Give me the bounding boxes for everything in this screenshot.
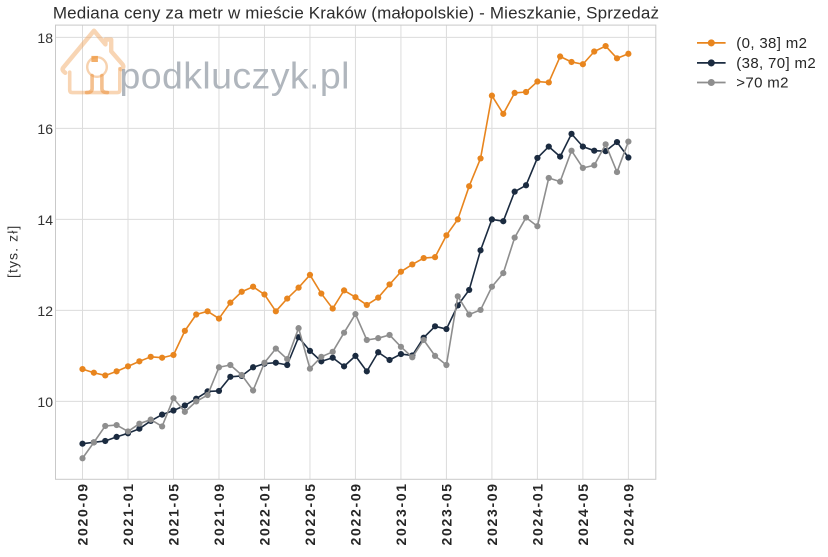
svg-text:2024-05: 2024-05 (575, 482, 591, 545)
svg-text:2022-01: 2022-01 (256, 482, 272, 545)
svg-text:2022-05: 2022-05 (302, 482, 318, 545)
svg-text:2021-01: 2021-01 (120, 482, 136, 545)
svg-text:2023-09: 2023-09 (484, 482, 500, 545)
svg-text:podkluczyk.pl: podkluczyk.pl (120, 55, 350, 97)
svg-text:2021-05: 2021-05 (165, 482, 181, 545)
svg-text:(0, 38] m2: (0, 38] m2 (736, 35, 807, 52)
svg-text:2021-09: 2021-09 (211, 482, 227, 545)
svg-text:12: 12 (37, 303, 53, 319)
svg-text:2022-09: 2022-09 (347, 482, 363, 545)
svg-text:10: 10 (37, 394, 53, 410)
svg-text:2024-01: 2024-01 (529, 482, 545, 545)
svg-text:2023-05: 2023-05 (438, 482, 454, 545)
svg-text:2023-01: 2023-01 (393, 482, 409, 545)
svg-text:Mediana ceny za metr w mieście: Mediana ceny za metr w mieście Kraków (m… (53, 3, 659, 22)
svg-text:18: 18 (37, 30, 53, 46)
svg-text:(38, 70] m2: (38, 70] m2 (736, 55, 816, 72)
svg-text:14: 14 (37, 212, 53, 228)
svg-text:2024-09: 2024-09 (620, 482, 636, 545)
svg-text:2020-09: 2020-09 (74, 482, 90, 545)
svg-text:>70 m2: >70 m2 (736, 74, 789, 91)
svg-text:16: 16 (37, 121, 53, 137)
svg-text:[tys. zł]: [tys. zł] (5, 225, 21, 278)
